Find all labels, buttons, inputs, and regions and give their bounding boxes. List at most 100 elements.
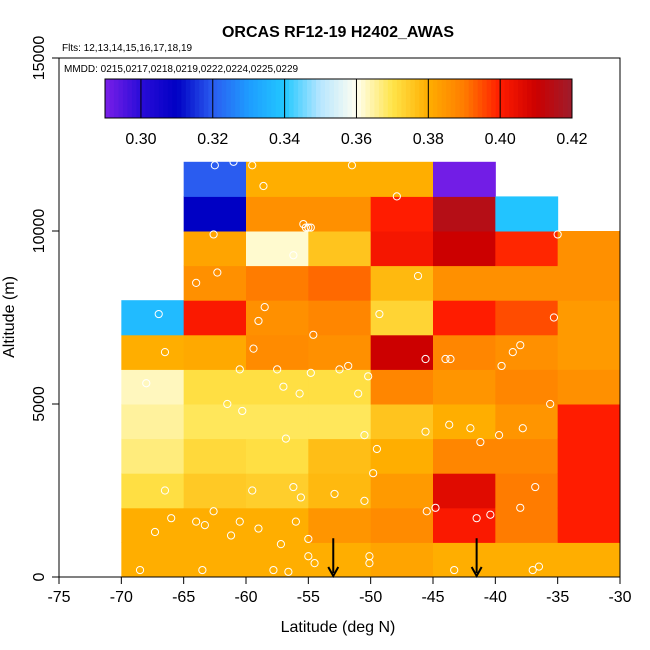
observation-point [472, 514, 481, 523]
observation-point [210, 161, 219, 170]
heatmap-cell [433, 473, 496, 509]
heatmap-cell [183, 404, 247, 440]
observation-point [531, 482, 540, 492]
colorbar-segment [414, 79, 420, 118]
heatmap-cell [121, 507, 185, 543]
dates-label: MMDD: 0215,0217,0218,0219,0222,0224,0225… [64, 64, 299, 75]
colorbar-segment [190, 79, 196, 118]
x-tick-label: -30 [608, 589, 631, 606]
colorbar-segment [477, 79, 483, 118]
colorbar-segment [419, 79, 425, 118]
y-tick-label: 5000 [31, 386, 48, 422]
observation-point [422, 507, 431, 516]
observation-point [518, 424, 527, 433]
heatmap-cell [557, 265, 621, 301]
heatmap-cell [308, 334, 372, 370]
observation-point [160, 486, 170, 495]
colorbar-segment [280, 79, 286, 118]
heatmap-cell [557, 369, 621, 405]
colorbar-segment [109, 79, 115, 118]
heatmap-cell [370, 438, 434, 474]
heatmap-cell [557, 507, 621, 543]
heatmap-cell [121, 438, 185, 474]
colorbar-segment [289, 79, 294, 118]
colorbar-segment [558, 79, 564, 118]
heatmap-cell [183, 334, 247, 370]
colorbar-segment [172, 79, 178, 118]
axes: -75 -70 -65 -60 -55 -50 -45 -40 -35 -30 0 5000 10000… [31, 36, 632, 606]
y-axis-label: Altitude (m) [1, 276, 18, 358]
colorbar-segment [545, 79, 550, 118]
heatmap-cell [183, 473, 247, 509]
heatmap-cell [433, 231, 496, 267]
colorbar-frame [104, 78, 573, 119]
heatmap-cell [246, 300, 309, 336]
heatmap-cell [308, 231, 372, 267]
colorbar-tick-label: 0.34 [269, 131, 300, 148]
heatmap-cell [370, 196, 434, 232]
colorbar-segment [136, 79, 142, 118]
observation-point [209, 507, 218, 516]
heatmap-cell [246, 265, 309, 301]
colorbar-segment [244, 79, 250, 118]
colorbar-segment [221, 79, 227, 118]
observation-point [369, 469, 378, 478]
colorbar-segment [293, 79, 299, 118]
observation-point [296, 493, 305, 502]
observation-point [281, 434, 290, 443]
colorbar-segment [311, 79, 317, 118]
colorbar-segment [504, 79, 510, 118]
heatmap-cell [370, 161, 434, 197]
heatmap-cell [370, 300, 434, 336]
colorbar-tick-label: 0.42 [556, 131, 587, 148]
colorbar-segment [298, 79, 303, 118]
observation-point [192, 517, 201, 526]
heatmap-cell [495, 404, 559, 440]
observation-point [248, 161, 257, 170]
heatmap-cell [370, 265, 434, 301]
observation-point [289, 251, 298, 260]
observation-point [276, 540, 286, 549]
observation-point [546, 399, 555, 409]
observation-point [223, 399, 232, 409]
observation-point [441, 354, 450, 364]
heatmap-cell [183, 369, 247, 405]
colorbar-tick-label: 0.32 [197, 131, 228, 148]
observation-point [392, 192, 401, 201]
heatmap-cell [246, 542, 309, 578]
heatmap-cell [370, 334, 434, 370]
heatmap-cell [308, 404, 372, 440]
observation-point [364, 372, 373, 381]
observation-point [360, 496, 369, 505]
y-tick-label: 15000 [31, 36, 48, 81]
colorbar-segment [163, 79, 169, 118]
colorbar-segment [154, 79, 160, 118]
heatmap-cells [121, 161, 621, 578]
colorbar-segment [536, 79, 541, 118]
heatmap-cell [495, 473, 559, 509]
colorbar-segment [248, 79, 254, 118]
colorbar-segment [491, 79, 497, 118]
heatmap-cell [557, 300, 621, 336]
colorbar-segment [495, 79, 501, 118]
colorbar-segment [235, 79, 241, 118]
heatmap-cell [557, 438, 621, 474]
arrow-head [470, 566, 483, 579]
observation-point [289, 482, 298, 492]
observation-point [497, 361, 506, 371]
observation-point [192, 278, 201, 287]
observation-point [301, 223, 310, 232]
colorbar-segment [347, 79, 353, 118]
observation-point [295, 389, 304, 398]
observation-point [167, 514, 176, 523]
observation-point [254, 524, 263, 533]
heatmap-cell [246, 404, 309, 440]
colorbar-segment [500, 79, 506, 118]
heatmap-cell [183, 196, 247, 232]
colorbar-segment [302, 79, 308, 118]
colorbar-segment [396, 79, 402, 118]
observation-point [304, 552, 313, 561]
colorbar-segment [450, 79, 456, 118]
observation-point [528, 565, 537, 575]
heatmap-cell [183, 300, 247, 336]
